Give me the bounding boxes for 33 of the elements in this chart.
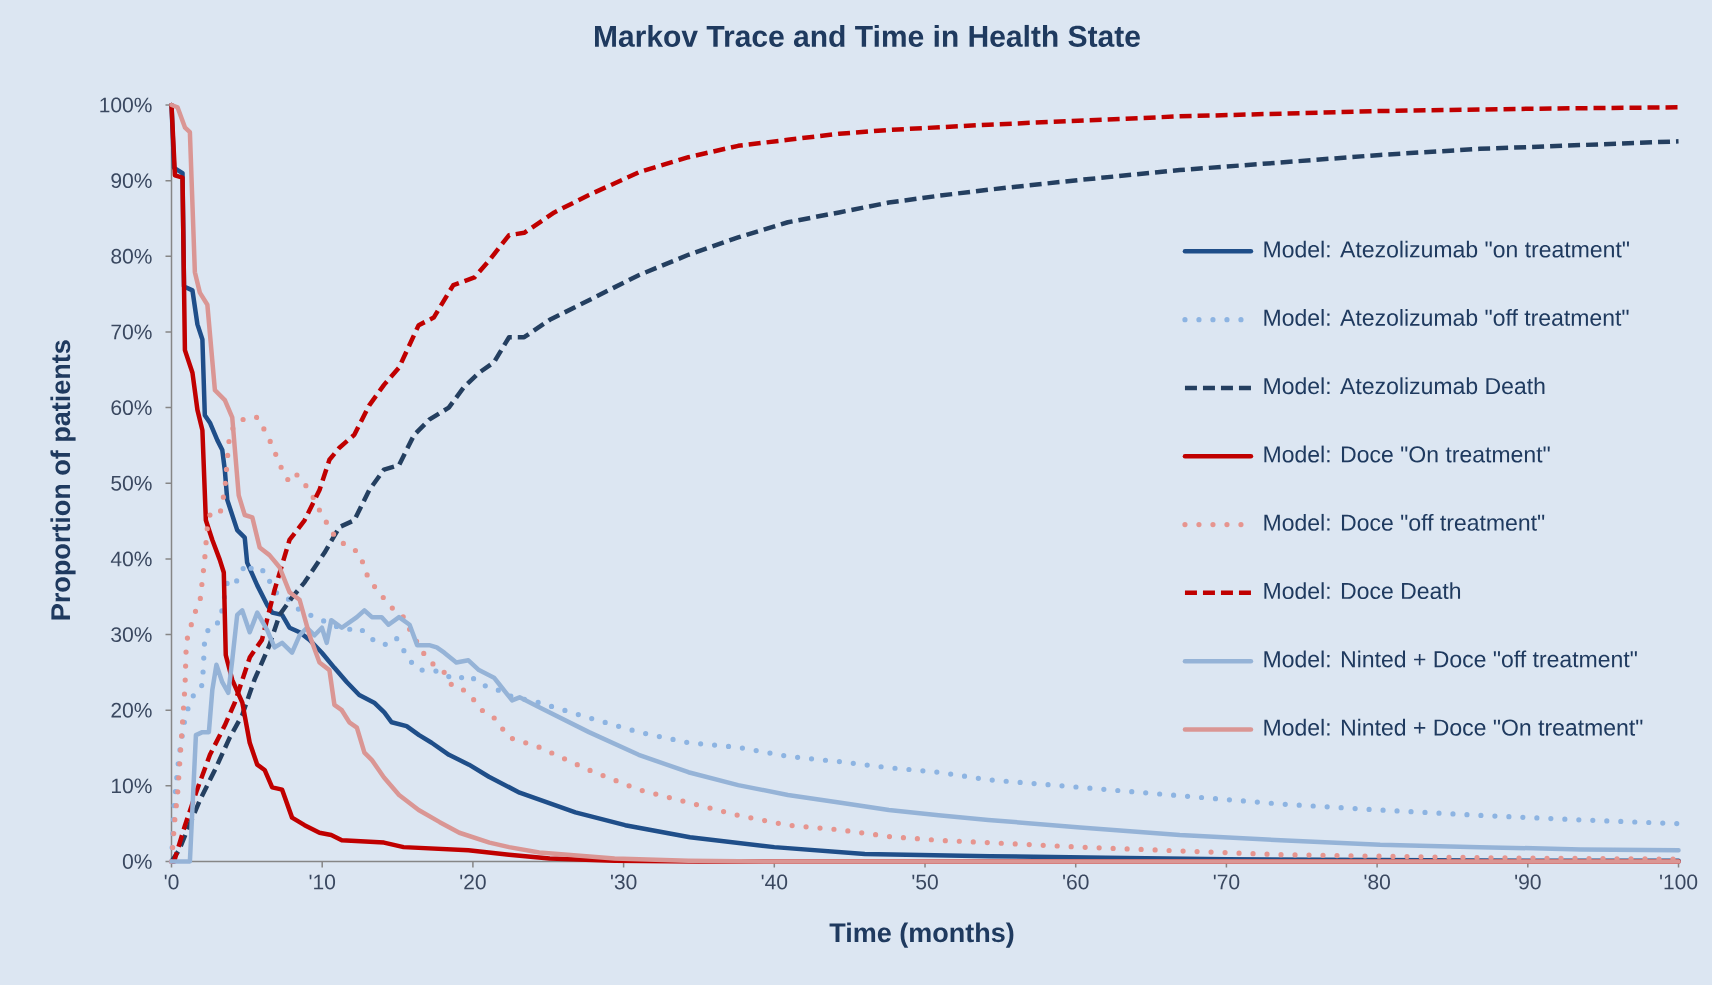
- legend-label: Model: Atezolizumab "on treatment": [1264, 240, 1629, 258]
- y-tick-label: 30%: [111, 627, 152, 642]
- legend-label: Model: Atezolizumab "off treatment": [1264, 309, 1629, 326]
- chart-title: Markov Trace and Time in Health State: [595, 24, 1140, 47]
- y-axis-title: Proportion of patients: [50, 340, 76, 620]
- x-tick-label: '0: [164, 874, 179, 890]
- x-tick-label: '90: [1515, 874, 1541, 890]
- legend-label: Model: Ninted + Doce "off treatment": [1264, 650, 1637, 668]
- y-tick-label: 10%: [112, 778, 152, 794]
- y-tick-label: 40%: [110, 551, 152, 567]
- y-tick-label: 60%: [111, 400, 152, 416]
- x-tick-label: '60: [1063, 874, 1089, 890]
- legend-label: Model: Doce "off treatment": [1264, 513, 1545, 531]
- legend-label: Model: Doce "On treatment": [1264, 445, 1550, 463]
- x-tick-label: '40: [761, 874, 788, 890]
- x-tick-label: '20: [460, 874, 486, 890]
- x-tick-label: '100: [1660, 874, 1698, 890]
- x-tick-label: '30: [610, 874, 637, 890]
- y-tick-label: 0%: [122, 854, 152, 869]
- y-tick-label: 70%: [111, 324, 152, 340]
- legend-label: Model: Ninted + Doce "On treatment": [1264, 718, 1643, 736]
- legend-label: Model: Atezolizumab Death: [1264, 377, 1545, 395]
- x-tick-label: '70: [1213, 874, 1240, 890]
- y-tick-label: 50%: [111, 475, 152, 491]
- y-tick-label: 100%: [100, 97, 152, 113]
- x-tick-label: '10: [309, 874, 336, 890]
- x-tick-label: '80: [1364, 874, 1390, 890]
- y-tick-label: 90%: [111, 173, 152, 189]
- y-tick-label: 80%: [111, 248, 152, 264]
- x-axis-title: Time (months): [829, 922, 1014, 948]
- y-tick-label: 20%: [111, 702, 152, 718]
- x-tick-label: '50: [912, 874, 938, 890]
- legend-label: Model: Doce Death: [1264, 582, 1461, 600]
